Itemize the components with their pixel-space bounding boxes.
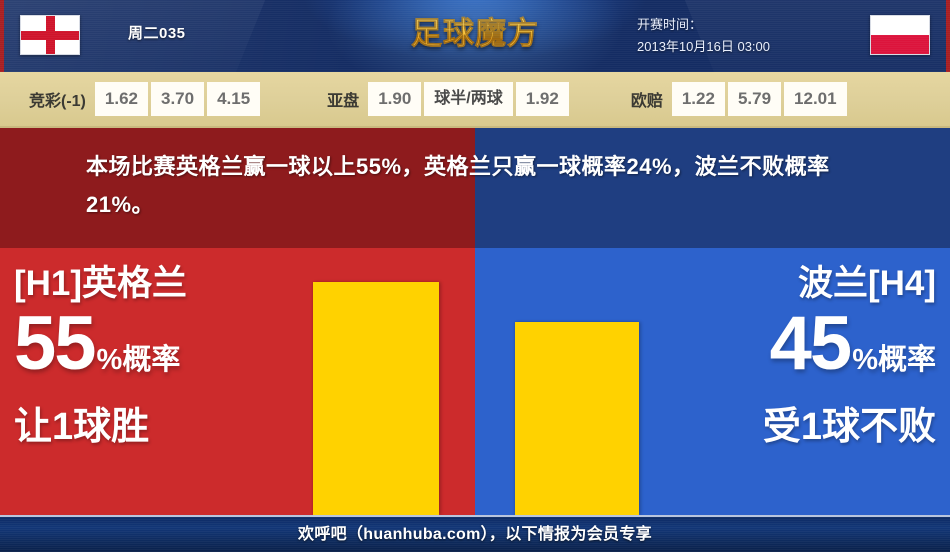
- odds-bar: 竞彩(-1) 1.62 3.70 4.15 亚盘 1.90 球半/两球 1.92…: [0, 72, 950, 128]
- odds-group-title-oupei: 欧赔: [630, 93, 663, 110]
- odds-cell-oupei-home[interactable]: 1.22: [671, 82, 725, 116]
- header-edge-right: [946, 0, 950, 72]
- kickoff-value: 2013年10月16日 03:00: [637, 39, 770, 54]
- odds-group-oupei: 欧赔 1.22 5.79 12.01: [622, 82, 850, 116]
- home-outcome-label: 让1球胜: [14, 406, 150, 448]
- away-team-block: 波兰[H4] 45%概率 受1球不败: [650, 260, 950, 453]
- odds-cell-oupei-draw[interactable]: 5.79: [727, 82, 782, 116]
- home-percent-row: 55%概率: [14, 306, 300, 401]
- england-cross-horizontal: [21, 30, 79, 40]
- odds-cell-jingcai-away[interactable]: 4.15: [207, 82, 261, 116]
- footer-promo-text[interactable]: 欢呼吧（huanhuba.com），以下情报为会员专享: [298, 526, 652, 543]
- round-label: 周二035: [128, 25, 186, 42]
- poland-band-red: [871, 35, 929, 54]
- away-percent-row: 45%概率: [650, 306, 936, 401]
- home-percent-suffix: %概率: [96, 344, 181, 376]
- england-flag-icon: [20, 15, 80, 55]
- home-percent-value: 55: [14, 301, 97, 386]
- odds-group-title-yapan: 亚盘: [327, 93, 360, 110]
- away-probability-bar: [515, 322, 639, 515]
- home-team-block: [H1]英格兰 55%概率 让1球胜: [0, 260, 300, 453]
- away-outcome-label: 受1球不败: [762, 406, 936, 448]
- headline-band: 本场比赛英格兰赢一球以上55%，英格兰只赢一球概率24%，波兰不败概率21%。: [0, 128, 950, 248]
- kickoff-label: 开赛时间：: [637, 17, 703, 32]
- poland-band-white: [871, 16, 929, 35]
- match-header: 周二035 足球魔方 开赛时间： 2013年10月16日 03:00: [0, 0, 950, 72]
- away-team-name: 波兰[H4]: [797, 264, 936, 303]
- odds-cell-jingcai-home[interactable]: 1.62: [94, 82, 148, 116]
- odds-cell-yapan-away[interactable]: 1.92: [515, 82, 569, 116]
- odds-cell-jingcai-draw[interactable]: 3.70: [150, 82, 205, 116]
- odds-cell-yapan-handicap[interactable]: 球半/两球: [424, 82, 513, 116]
- odds-group-title-jingcai: 竞彩(-1): [29, 93, 86, 110]
- odds-group-yapan: 亚盘 1.90 球半/两球 1.92: [318, 82, 572, 116]
- odds-cell-oupei-away[interactable]: 12.01: [784, 82, 847, 116]
- headline-half-red: [0, 128, 475, 248]
- brand-logo[interactable]: 足球魔方: [388, 8, 563, 60]
- away-percent-suffix: %概率: [852, 344, 936, 376]
- footer-bar: 欢呼吧（huanhuba.com），以下情报为会员专享: [0, 515, 950, 552]
- odds-cell-yapan-home[interactable]: 1.90: [368, 82, 422, 116]
- headline-half-blue: [475, 128, 950, 248]
- probability-comparison: [H1]英格兰 55%概率 让1球胜 波兰[H4] 45%概率 受1球不败: [0, 248, 950, 515]
- header-edge-left: [0, 0, 4, 72]
- kickoff-info: 开赛时间： 2013年10月16日 03:00: [637, 14, 770, 58]
- home-probability-bar: [313, 282, 439, 515]
- away-percent-value: 45: [769, 301, 853, 386]
- poland-flag-icon: [870, 15, 930, 55]
- home-team-name: [H1]英格兰: [14, 264, 188, 303]
- odds-group-jingcai: 竞彩(-1) 1.62 3.70 4.15: [20, 82, 263, 116]
- headline-summary-text: 本场比赛英格兰赢一球以上55%，英格兰只赢一球概率24%，波兰不败概率21%。: [86, 154, 830, 217]
